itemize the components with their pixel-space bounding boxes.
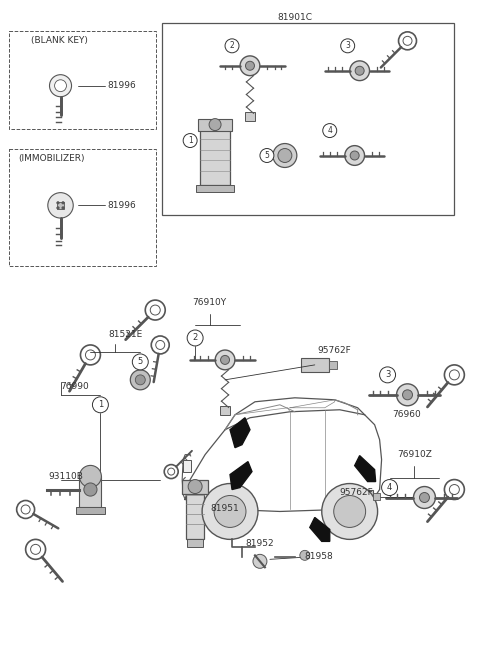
Circle shape [403, 390, 412, 400]
Circle shape [322, 484, 378, 539]
Text: 81958: 81958 [305, 553, 334, 561]
Bar [245, 112, 255, 120]
Polygon shape [230, 462, 252, 489]
Bar [182, 480, 208, 493]
Circle shape [260, 148, 274, 162]
Bar [9, 31, 156, 129]
Circle shape [84, 483, 97, 496]
Text: 95762F: 95762F [318, 346, 351, 355]
Circle shape [135, 375, 145, 385]
Bar [373, 493, 381, 500]
Text: 4: 4 [387, 483, 392, 492]
Circle shape [300, 551, 310, 560]
Circle shape [93, 397, 108, 413]
Circle shape [55, 79, 66, 91]
Bar [200, 125, 230, 185]
Bar [196, 185, 234, 193]
Circle shape [48, 193, 73, 218]
Circle shape [253, 555, 267, 568]
Bar [220, 405, 230, 415]
Bar [183, 460, 191, 472]
Circle shape [57, 202, 59, 204]
Circle shape [323, 124, 336, 137]
Circle shape [49, 75, 72, 97]
Circle shape [380, 367, 396, 383]
Circle shape [396, 384, 419, 406]
Text: 5: 5 [264, 151, 269, 160]
Circle shape [273, 143, 297, 168]
Circle shape [188, 480, 202, 493]
Circle shape [132, 354, 148, 370]
Circle shape [245, 61, 254, 70]
Text: 3: 3 [345, 41, 350, 51]
Circle shape [209, 119, 221, 131]
Text: 2: 2 [192, 334, 198, 342]
Circle shape [345, 146, 364, 166]
Circle shape [183, 133, 197, 148]
Bar [347, 490, 373, 503]
Bar [301, 358, 329, 372]
Circle shape [341, 39, 355, 53]
Text: 81952: 81952 [245, 539, 274, 549]
Circle shape [350, 61, 370, 81]
Text: 2: 2 [229, 41, 234, 51]
Text: 76910Y: 76910Y [192, 298, 226, 307]
Text: (BLANK KEY): (BLANK KEY) [31, 36, 87, 45]
Circle shape [355, 66, 364, 76]
Polygon shape [355, 456, 376, 482]
Text: 93110B: 93110B [48, 472, 84, 480]
Bar [187, 539, 203, 547]
Text: 5: 5 [138, 357, 143, 367]
Circle shape [278, 148, 292, 162]
Circle shape [215, 350, 235, 370]
Text: 81901C: 81901C [277, 13, 312, 22]
Text: 4: 4 [327, 126, 332, 135]
Circle shape [382, 480, 397, 495]
Bar [76, 507, 105, 514]
Circle shape [187, 330, 203, 346]
Text: 81996: 81996 [108, 81, 136, 90]
Text: 1: 1 [188, 136, 192, 145]
Text: 1: 1 [98, 400, 103, 409]
Text: (IMMOBILIZER): (IMMOBILIZER) [19, 154, 85, 162]
Circle shape [420, 493, 430, 503]
Bar [186, 489, 204, 539]
Circle shape [130, 370, 150, 390]
Circle shape [240, 56, 260, 76]
Polygon shape [310, 518, 330, 541]
Text: 3: 3 [385, 371, 390, 379]
Circle shape [225, 39, 239, 53]
Bar [329, 361, 336, 369]
Circle shape [220, 355, 229, 365]
Text: 81521E: 81521E [108, 330, 143, 339]
Bar [80, 476, 101, 507]
Circle shape [413, 487, 435, 509]
Circle shape [62, 202, 64, 204]
Bar [9, 148, 156, 266]
Circle shape [80, 465, 101, 487]
Circle shape [62, 207, 64, 209]
Circle shape [334, 495, 366, 528]
Bar [162, 23, 455, 215]
Text: 76960: 76960 [393, 410, 421, 419]
Circle shape [214, 495, 246, 528]
Circle shape [57, 207, 59, 209]
Text: 95762F: 95762F [340, 487, 373, 497]
Polygon shape [230, 418, 250, 447]
Text: 81996: 81996 [108, 201, 136, 210]
Text: 76910Z: 76910Z [397, 449, 432, 459]
Circle shape [202, 484, 258, 539]
Text: 76990: 76990 [60, 382, 89, 391]
Bar [198, 119, 232, 131]
Text: 81951: 81951 [210, 505, 239, 514]
Bar [57, 202, 64, 209]
Circle shape [350, 151, 359, 160]
